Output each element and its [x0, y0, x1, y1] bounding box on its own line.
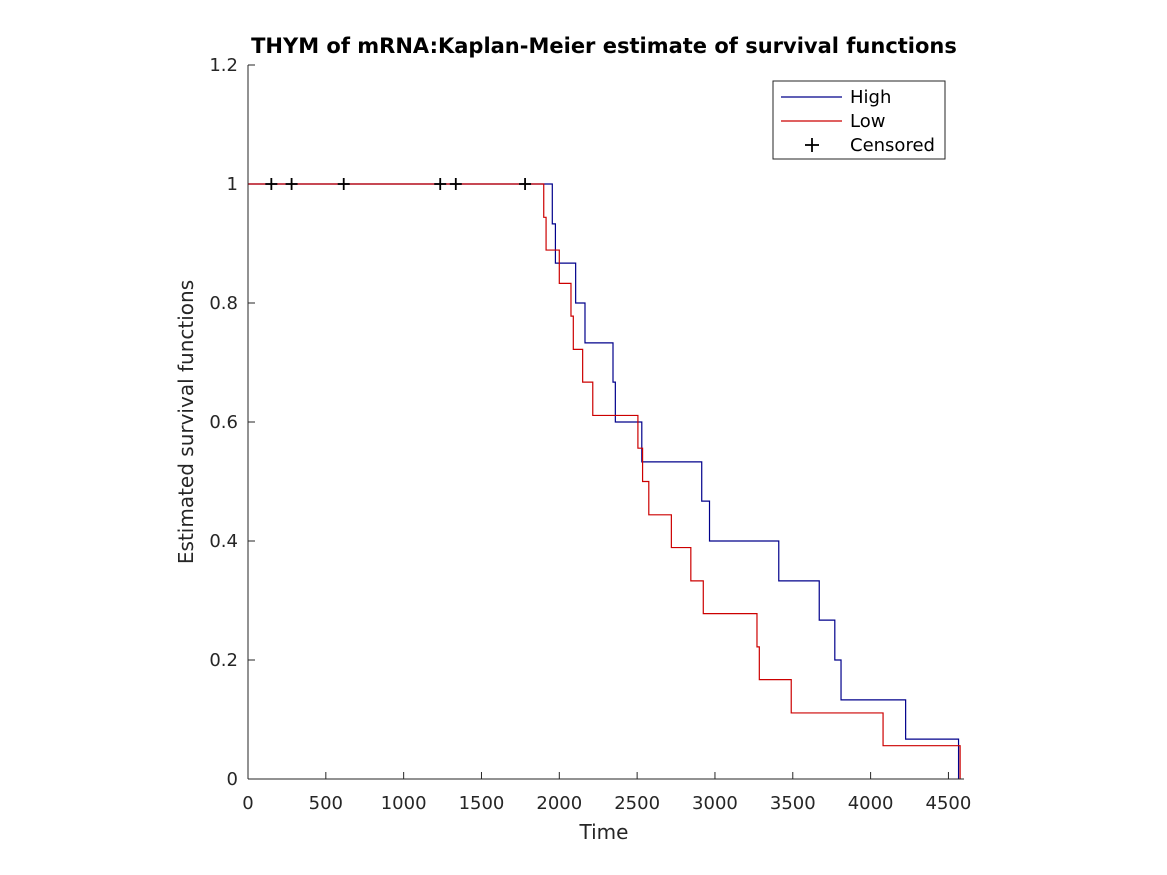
legend-swatch-censored [805, 138, 819, 152]
legend-label-low: Low [850, 111, 885, 132]
x-tick-label: 1000 [381, 793, 427, 814]
legend-label-censored: Censored [850, 135, 935, 156]
legend: High Low Censored [772, 80, 946, 160]
legend-box [772, 80, 946, 160]
legend-label-high: High [850, 87, 891, 108]
plot-area [248, 65, 964, 779]
x-axis-label: Time [579, 820, 629, 844]
series-line-high [248, 183, 960, 779]
y-tick-label: 0.6 [209, 412, 238, 433]
x-tick-label: 4500 [926, 793, 972, 814]
y-tick-label: 0.2 [209, 650, 238, 671]
y-tick-label: 0.8 [209, 293, 238, 314]
x-tick-label: 3000 [692, 793, 738, 814]
y-tick-label: 1 [227, 174, 238, 195]
x-tick-label: 4000 [848, 793, 894, 814]
y-tick-label: 0.4 [209, 531, 238, 552]
x-tick-label: 1500 [459, 793, 505, 814]
y-axis-label: Estimated survival functions [174, 280, 198, 564]
x-tick-label: 2500 [614, 793, 660, 814]
censored-marker [519, 178, 532, 190]
censored-marker [285, 178, 298, 190]
series-line-low [248, 183, 961, 779]
y-tick-label: 0 [227, 769, 238, 790]
censored-marker [449, 178, 462, 190]
x-axis-ticks: 0 500 1000 1500 2000 2500 3000 3500 4000 4500 [242, 772, 971, 814]
chart-title: THYM of mRNA:Kaplan-Meier estimate of su… [251, 34, 957, 58]
x-tick-label: 0 [242, 793, 253, 814]
y-tick-label: 1.2 [209, 55, 238, 76]
censored-marker [265, 178, 278, 190]
x-tick-label: 3500 [770, 793, 816, 814]
censored-markers [265, 178, 532, 190]
x-tick-label: 500 [309, 793, 343, 814]
y-axis-ticks: 0 0.2 0.4 0.6 0.8 1 1.2 [209, 55, 255, 790]
censored-marker [337, 178, 350, 190]
x-tick-label: 2000 [536, 793, 582, 814]
censored-marker [434, 178, 447, 190]
series-layer [248, 183, 961, 779]
